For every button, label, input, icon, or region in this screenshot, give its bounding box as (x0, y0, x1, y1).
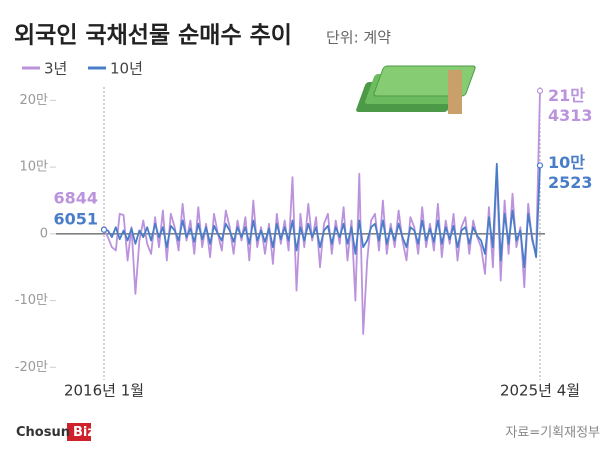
money-icon (356, 65, 476, 114)
y-tick-label: 20만 (19, 93, 48, 108)
chart-title: 외국인 국채선물 순매수 추이 (14, 23, 292, 49)
chart-subtitle: 단위: 계약 (326, 29, 391, 47)
end-dot (536, 162, 544, 169)
value-label-line: 21만 (548, 86, 585, 105)
value-label: 21만 4313 (548, 86, 593, 125)
y-tick-label: 10만 (19, 160, 48, 175)
y-tick-label: 0 (40, 226, 48, 241)
value-label-line: 2523 (548, 173, 593, 192)
x-tick-label: 2025년 4월 (500, 382, 580, 400)
value-label-line: 10만 (548, 153, 585, 172)
value-label: 10만 2523 (548, 153, 593, 192)
end-dot (536, 87, 544, 94)
y-tick-label: -10만 (15, 293, 48, 308)
source: 자료=기획재정부 (505, 426, 600, 441)
brand-box (67, 423, 91, 441)
brand-logo: Chosun Biz (16, 425, 95, 440)
y-tick-label: -20만 (15, 360, 48, 375)
end-dot (100, 226, 108, 233)
series-line (103, 162, 541, 269)
start-label: 6844 (53, 189, 98, 208)
legend-label: 10년 (110, 60, 143, 78)
legend-label: 3년 (44, 60, 67, 78)
x-tick-label: 2016년 1월 (64, 382, 144, 400)
start-label: 6051 (53, 210, 98, 229)
value-label-line: 4313 (548, 106, 593, 125)
